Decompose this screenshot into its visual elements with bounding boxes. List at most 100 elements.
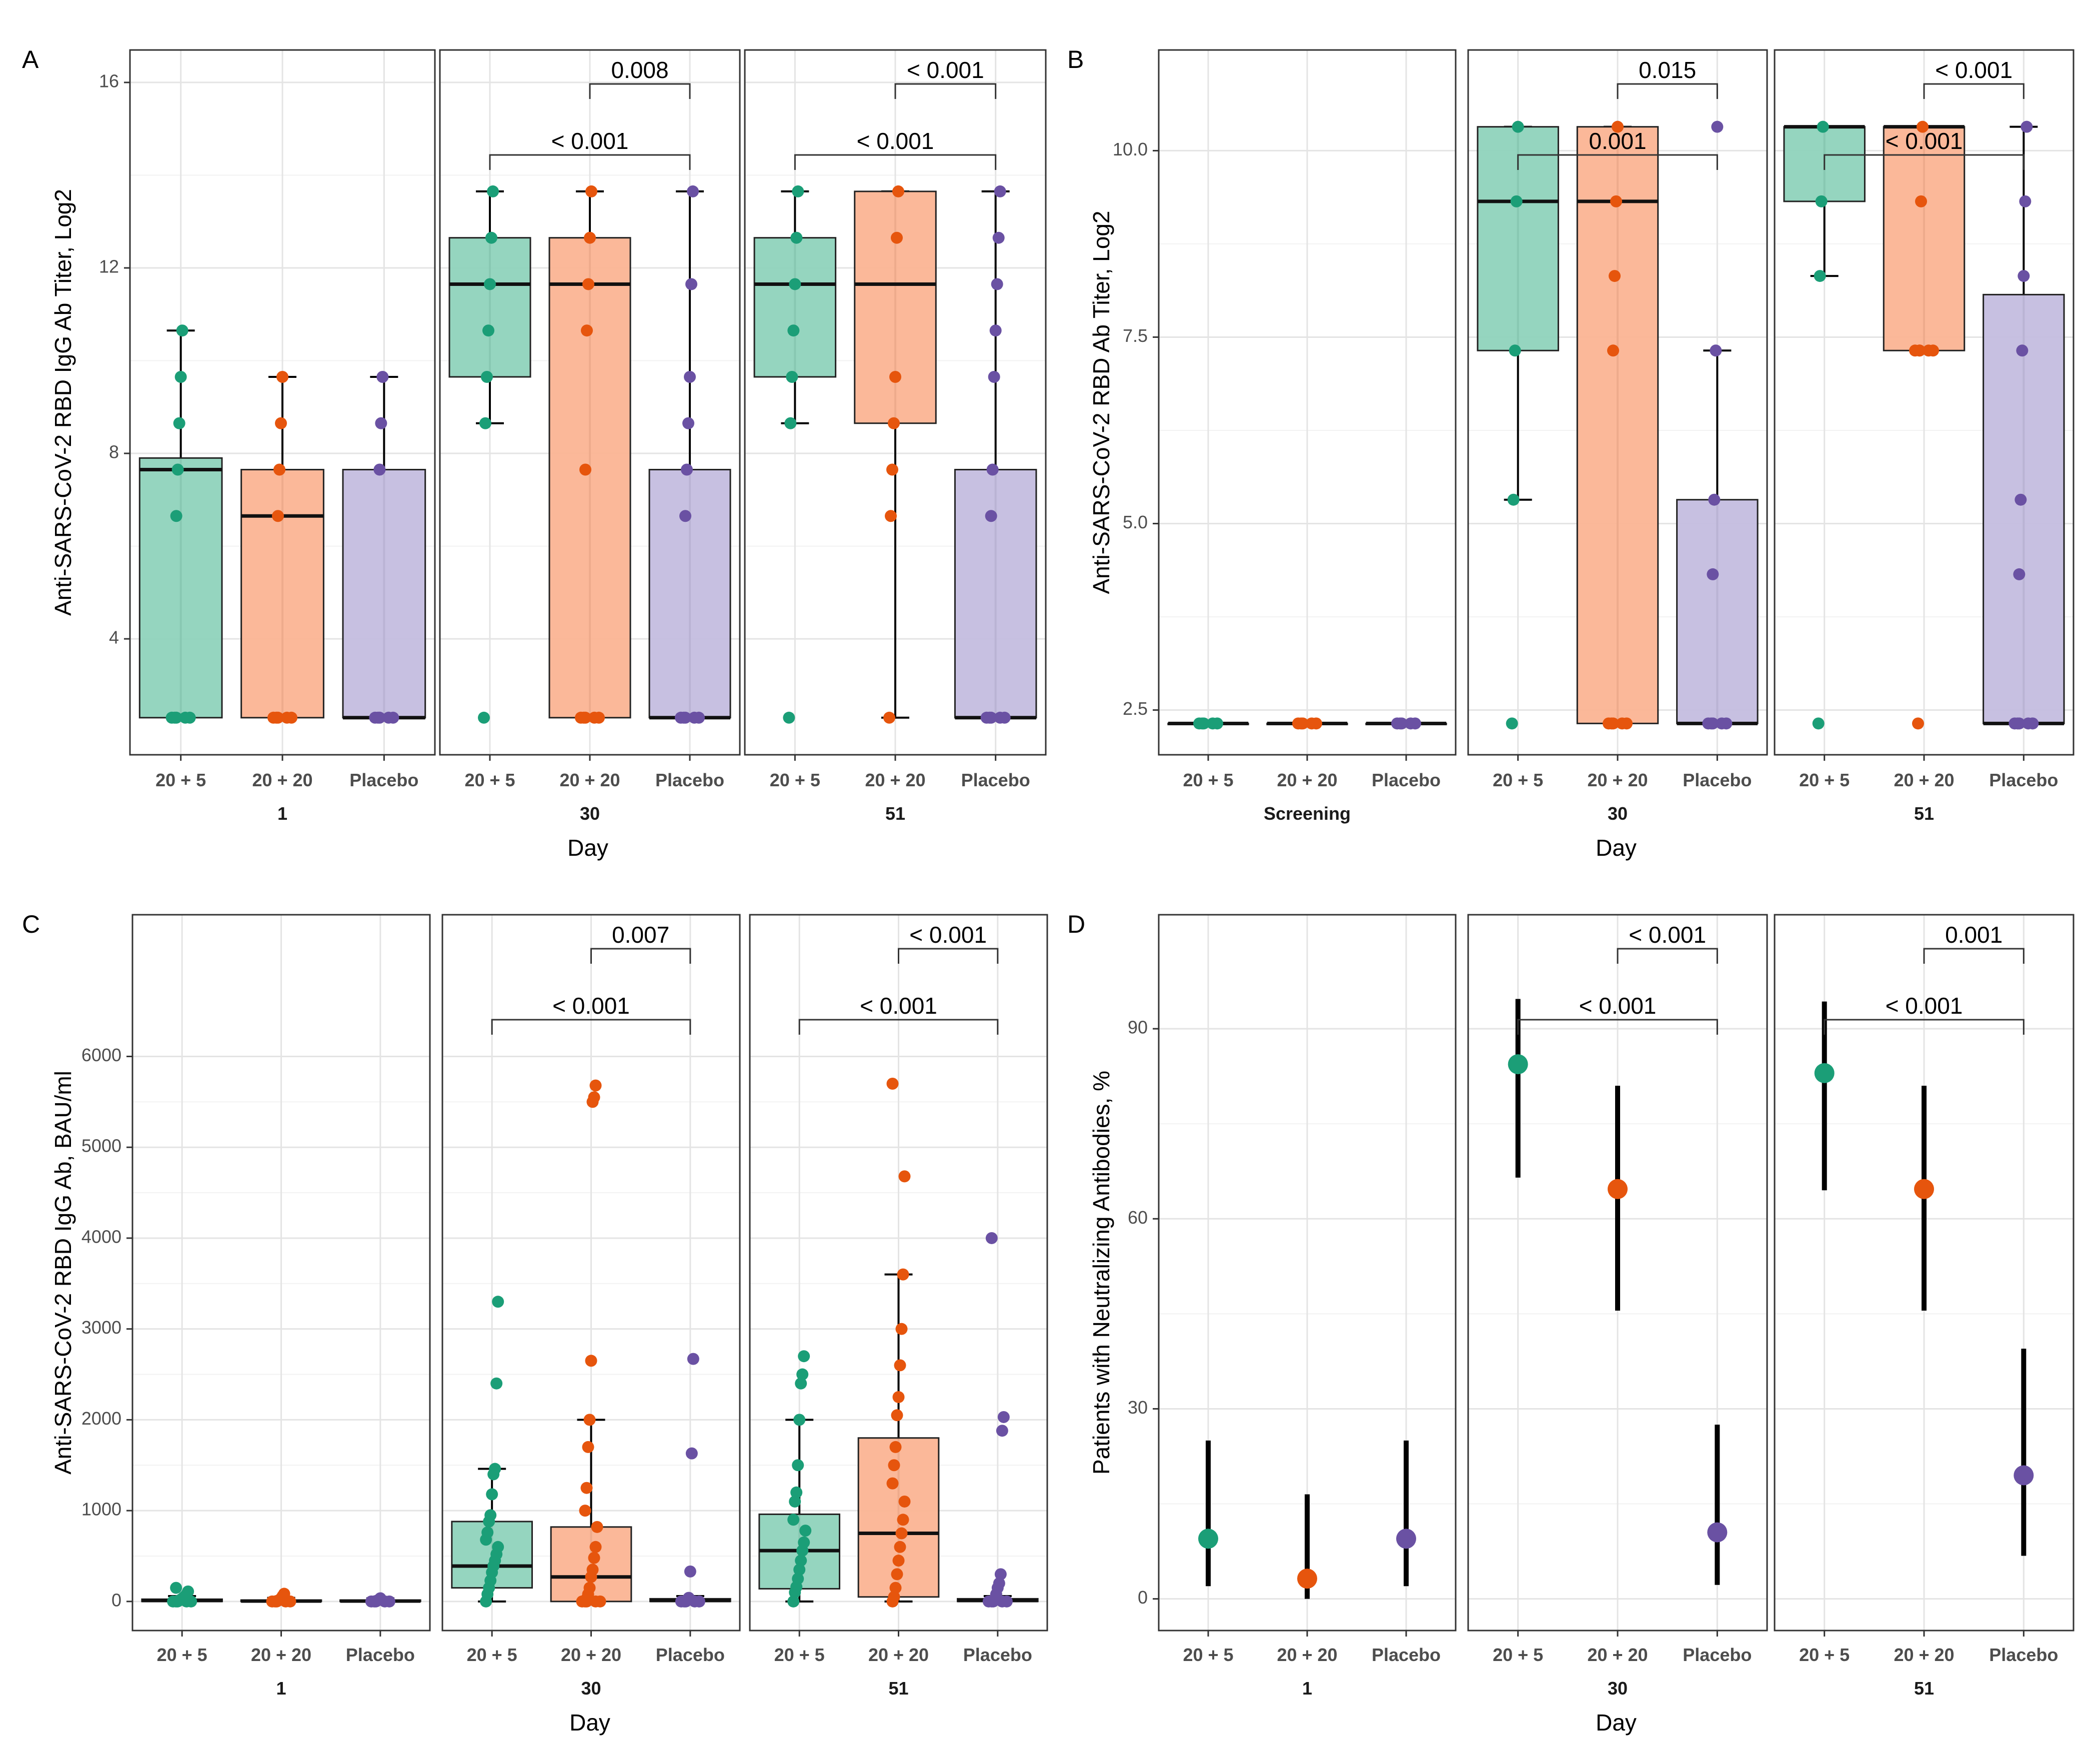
data-point: [898, 1495, 911, 1508]
data-point: [1927, 344, 1939, 357]
data-point: [170, 1582, 182, 1594]
data-point: [895, 1323, 908, 1335]
facet-label: 1: [1302, 1678, 1312, 1699]
data-point: [373, 711, 386, 724]
p-value-label: 0.001: [1589, 128, 1646, 154]
x-axis-title: Day: [1596, 1710, 1637, 1736]
data-point: [1211, 717, 1223, 730]
data-point: [991, 278, 1003, 290]
data-point: [170, 711, 182, 724]
data-point: [1506, 717, 1518, 730]
data-point: [894, 1359, 906, 1372]
p-value-label: < 0.001: [907, 57, 984, 83]
data-point: [687, 1353, 699, 1365]
facet-1: 20 + 5 20 + 20 Placebo 1: [1158, 914, 1457, 1699]
data-point: [2027, 717, 2039, 730]
data-point: [582, 1441, 594, 1453]
significance-bracket: [1517, 154, 1718, 170]
box-20 + 20: [1883, 126, 1966, 351]
data-point: [583, 1582, 596, 1594]
data-point: [783, 711, 795, 724]
significance-bracket: [1517, 1019, 1718, 1035]
panel-A: A Anti-SARS-CoV-2 RBD IgG Ab Titer, Log2 4…: [22, 45, 1047, 861]
data-point: [1507, 493, 1520, 506]
data-point: [684, 1565, 696, 1578]
significance-bracket: [794, 154, 997, 170]
x-tick-label: 20 + 5: [464, 770, 515, 790]
x-tick-label: Placebo: [963, 1645, 1032, 1665]
data-point: [685, 1447, 698, 1460]
data-point: [579, 1505, 591, 1517]
data-point: [889, 370, 901, 383]
box-Placebo: [342, 469, 426, 719]
facet-30: 20 + 5 20 + 20 Placebo 30 < 0.001 < 0.001: [1467, 914, 1768, 1699]
y-tick-label: 0: [1138, 1587, 1148, 1608]
p-value-label: < 0.001: [857, 128, 934, 154]
significance-bracket: [1617, 948, 1718, 964]
p-value-label: 0.001: [1945, 922, 2003, 948]
y-tick-label: 4: [109, 627, 119, 648]
y-axis-title: Anti-SARS-CoV-2 RBD Ab Titer, Log2: [1088, 210, 1114, 594]
data-point: [798, 1536, 810, 1549]
x-axis-title: Day: [1596, 835, 1637, 861]
data-point: [679, 510, 691, 522]
facet-border: [744, 49, 1047, 756]
point-estimate-20 + 20: [1608, 1179, 1628, 1199]
facet-label: 30: [1608, 803, 1628, 824]
panel-B: B Anti-SARS-CoV-2 RBD Ab Titer, Log2 2.5 5.…: [1067, 45, 2075, 861]
facet-border: [1774, 914, 2075, 1632]
data-point: [591, 1521, 603, 1533]
y-axis-title: Patients with Neutralizing Antibodies, %: [1088, 1071, 1114, 1475]
data-point: [481, 1526, 494, 1539]
data-point: [1707, 568, 1719, 580]
y-tick-label: 8: [109, 442, 119, 462]
box-20 + 20: [1576, 126, 1659, 724]
y-tick-label: 2.5: [1123, 698, 1148, 719]
p-value-label: 0.007: [612, 922, 669, 948]
y-tick-label: 16: [99, 70, 119, 91]
data-point: [886, 463, 898, 476]
data-point: [889, 1582, 902, 1594]
data-point: [792, 1573, 804, 1585]
data-point: [993, 1577, 1005, 1590]
data-point: [1710, 344, 1722, 357]
x-tick-label: 20 + 5: [774, 1645, 825, 1665]
data-point: [789, 278, 801, 290]
y-tick-label: 12: [99, 256, 119, 277]
data-point: [998, 711, 1011, 724]
data-point: [681, 463, 693, 476]
y-tick-label: 4000: [81, 1226, 121, 1247]
data-point: [888, 417, 900, 429]
data-point: [1310, 717, 1322, 730]
point-estimate-20 + 5: [1814, 1063, 1835, 1083]
data-point: [793, 1564, 806, 1576]
data-point: [183, 711, 196, 724]
x-tick-label: 20 + 20: [1277, 770, 1337, 790]
x-tick-label: Placebo: [1372, 1645, 1441, 1665]
data-point: [885, 510, 897, 522]
y-tick-label: 0: [111, 1590, 121, 1610]
data-point: [883, 711, 895, 724]
p-value-label: < 0.001: [1629, 922, 1706, 948]
data-point: [484, 278, 496, 290]
data-point: [985, 1232, 998, 1244]
x-tick-label: 20 + 20: [561, 1645, 621, 1665]
x-tick-label: Placebo: [349, 770, 418, 790]
significance-bracket: [489, 154, 691, 170]
box-20 + 5: [448, 237, 531, 378]
data-point: [593, 711, 605, 724]
data-point: [787, 1595, 800, 1608]
data-point: [589, 1541, 602, 1553]
data-point: [273, 463, 285, 476]
data-point: [1612, 120, 1624, 133]
y-axis-title: Anti-SARS-CoV-2 RBD IgG Ab Titer, Log2: [50, 189, 76, 616]
x-tick-label: 20 + 20: [251, 1645, 311, 1665]
x-tick-label: 20 + 20: [1587, 1645, 1648, 1665]
data-point: [1817, 120, 1829, 133]
x-tick-label: Placebo: [1683, 1645, 1752, 1665]
data-point: [693, 1595, 705, 1608]
data-point: [787, 1514, 800, 1526]
facet-1: 20 + 5 20 + 20 Placebo 1: [129, 49, 436, 824]
x-tick-label: Placebo: [961, 770, 1030, 790]
facet-border: [1158, 49, 1457, 756]
